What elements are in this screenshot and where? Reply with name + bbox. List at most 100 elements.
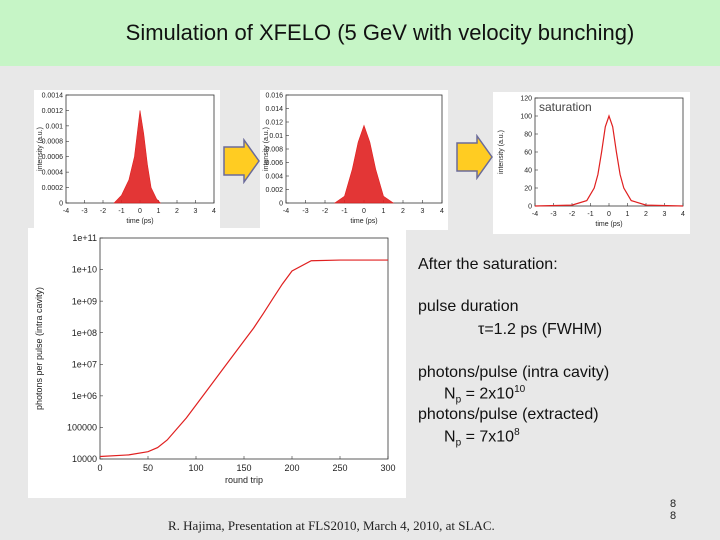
- series-line: [534, 114, 684, 207]
- pulse-duration-value: τ=1.2 ps (FWHM): [478, 321, 603, 338]
- x-tick-label: 4: [212, 208, 216, 215]
- x-tick-label: -4: [283, 208, 289, 215]
- y-axis-label: photons per pulse (intra cavity): [34, 287, 44, 410]
- x-tick-label: -1: [118, 208, 124, 215]
- x-tick-label: 0: [138, 208, 142, 215]
- np-extracted-value: = 7x10: [465, 428, 515, 446]
- x-tick-label: 3: [421, 208, 425, 215]
- x-tick-label: 0: [362, 208, 366, 215]
- x-tick-label: 0: [607, 211, 611, 218]
- series-line: [99, 259, 388, 458]
- x-tick-label: 3: [194, 208, 198, 215]
- np-intra-value: = 2x10: [465, 385, 515, 403]
- pulse-plot-initial: -4 -3 -2 -1 0 1 2 3 4 0 0.0002 0.0004 0.0006 0.0008 0.…: [34, 90, 220, 230]
- x-tick-label: 100: [188, 463, 203, 473]
- pulse-plot-growing: -4 -3 -2 -1 0 1 2 3 4 0 0.002 0.004 0.006 0.008 0.01 0.…: [260, 90, 448, 230]
- y-tick-label: 0.014: [265, 106, 283, 113]
- y-axis-label: intensity (a.u.): [37, 127, 44, 171]
- photon-growth-plot: 0 50 100 150 200 250 300 10000 100000 1e+06 1e+07 1…: [28, 228, 406, 498]
- np-extracted-exponent: 8: [514, 427, 520, 438]
- y-tick-label: 100: [520, 113, 532, 120]
- x-tick-label: -3: [302, 208, 308, 215]
- pulse-area: [113, 110, 162, 204]
- pulse-plot-initial-svg: -4 -3 -2 -1 0 1 2 3 4 0 0.0002 0.0004 0.0006 0.0008 0.…: [37, 92, 216, 225]
- x-tick-label: 1: [382, 208, 386, 215]
- y-tick-label: 1e+07: [72, 359, 97, 369]
- pulse-plot-growing-svg: -4 -3 -2 -1 0 1 2 3 4 0 0.002 0.004 0.006 0.008 0.01 0.…: [263, 92, 444, 225]
- x-tick-label: 2: [175, 208, 179, 215]
- y-tick-label: 0.01: [269, 133, 283, 140]
- x-tick-label: 1: [157, 208, 161, 215]
- x-tick-label: 2: [401, 208, 405, 215]
- x-tick-label: 1: [626, 211, 630, 218]
- x-tick-label: -2: [100, 208, 106, 215]
- y-tick-label: 0: [59, 200, 63, 207]
- photons-intra-label: photons/pulse (intra cavity): [418, 364, 610, 381]
- x-tick-label: -3: [550, 211, 556, 218]
- x-axis-label: time (ps): [350, 218, 377, 225]
- arrow-right-icon: [456, 134, 493, 180]
- x-axis-label: round trip: [225, 475, 263, 485]
- y-tick-label: 0.006: [265, 160, 283, 167]
- y-tick-label: 0.001: [45, 123, 63, 130]
- x-tick-label: -2: [569, 211, 575, 218]
- x-tick-label: 250: [332, 463, 347, 473]
- page-number-bottom: 8: [670, 510, 677, 522]
- y-tick-label: 1e+11: [72, 233, 97, 243]
- y-tick-label: 0.012: [265, 119, 283, 126]
- x-tick-label: 300: [380, 463, 395, 473]
- y-tick-label: 0: [528, 203, 532, 210]
- y-tick-label: 1e+10: [72, 265, 97, 275]
- page-number-top: 8: [670, 498, 677, 510]
- y-tick-label: 20: [524, 185, 532, 192]
- x-tick-label: 4: [681, 211, 685, 218]
- x-axis-label: time (ps): [126, 218, 153, 225]
- y-axis-label: intensity (a.u.): [498, 130, 505, 174]
- x-axis-label: time (ps): [595, 221, 622, 228]
- footer-credit: R. Hajima, Presentation at FLS2010, Marc…: [168, 518, 495, 533]
- y-tick-label: 0.002: [265, 187, 283, 194]
- y-tick-label: 0.016: [265, 92, 283, 99]
- y-tick-label: 0: [279, 200, 283, 207]
- plot-frame: [99, 237, 389, 460]
- y-tick-label: 1e+09: [72, 296, 97, 306]
- x-tick-label: 50: [143, 463, 153, 473]
- y-tick-label: 0.004: [265, 173, 283, 180]
- y-tick-label: 40: [524, 167, 532, 174]
- results-heading: After the saturation:: [418, 256, 558, 273]
- y-tick-label: 1e+06: [72, 391, 97, 401]
- title-bar: [0, 0, 720, 66]
- x-tick-label: -4: [63, 208, 69, 215]
- page-number: 8 8: [670, 498, 676, 522]
- x-tick-label: 0: [97, 463, 102, 473]
- x-tick-label: 3: [663, 211, 667, 218]
- y-tick-label: 10000: [72, 454, 97, 464]
- x-tick-label: -1: [587, 211, 593, 218]
- arrow-right-icon: [223, 138, 260, 184]
- np-subscript: p: [455, 437, 462, 449]
- np-symbol: N: [444, 428, 456, 446]
- y-tick-label: 120: [520, 95, 532, 102]
- x-tick-label: -2: [322, 208, 328, 215]
- np-intra-line: Np = 2x1010: [444, 383, 525, 407]
- pulse-plot-saturation: -4 -3 -2 -1 0 1 2 3 4 0 20 40 60 80 100 120 time (ps) int…: [493, 92, 690, 234]
- y-tick-label: 0.008: [265, 146, 283, 153]
- y-tick-label: 60: [524, 149, 532, 156]
- x-tick-label: 4: [440, 208, 444, 215]
- y-tick-label: 100000: [67, 423, 97, 433]
- y-tick-label: 0.0014: [42, 92, 64, 99]
- np-extracted-line: Np = 7x108: [444, 426, 520, 450]
- y-tick-label: 0.0006: [42, 154, 64, 161]
- y-tick-label: 80: [524, 131, 532, 138]
- photon-growth-plot-svg: 0 50 100 150 200 250 300 10000 100000 1e+06 1e+07 1…: [34, 233, 396, 485]
- y-axis-label: intensity (a.u.): [263, 127, 270, 171]
- np-symbol: N: [444, 385, 456, 403]
- pulse-duration-label: pulse duration: [418, 298, 519, 315]
- y-tick-label: 0.0002: [42, 185, 64, 192]
- x-tick-label: -1: [341, 208, 347, 215]
- y-tick-label: 0.0012: [42, 108, 64, 115]
- slide-title: Simulation of XFELO (5 GeV with velocity…: [125, 20, 635, 45]
- x-tick-label: -4: [532, 211, 538, 218]
- chart-title: saturation: [539, 100, 592, 114]
